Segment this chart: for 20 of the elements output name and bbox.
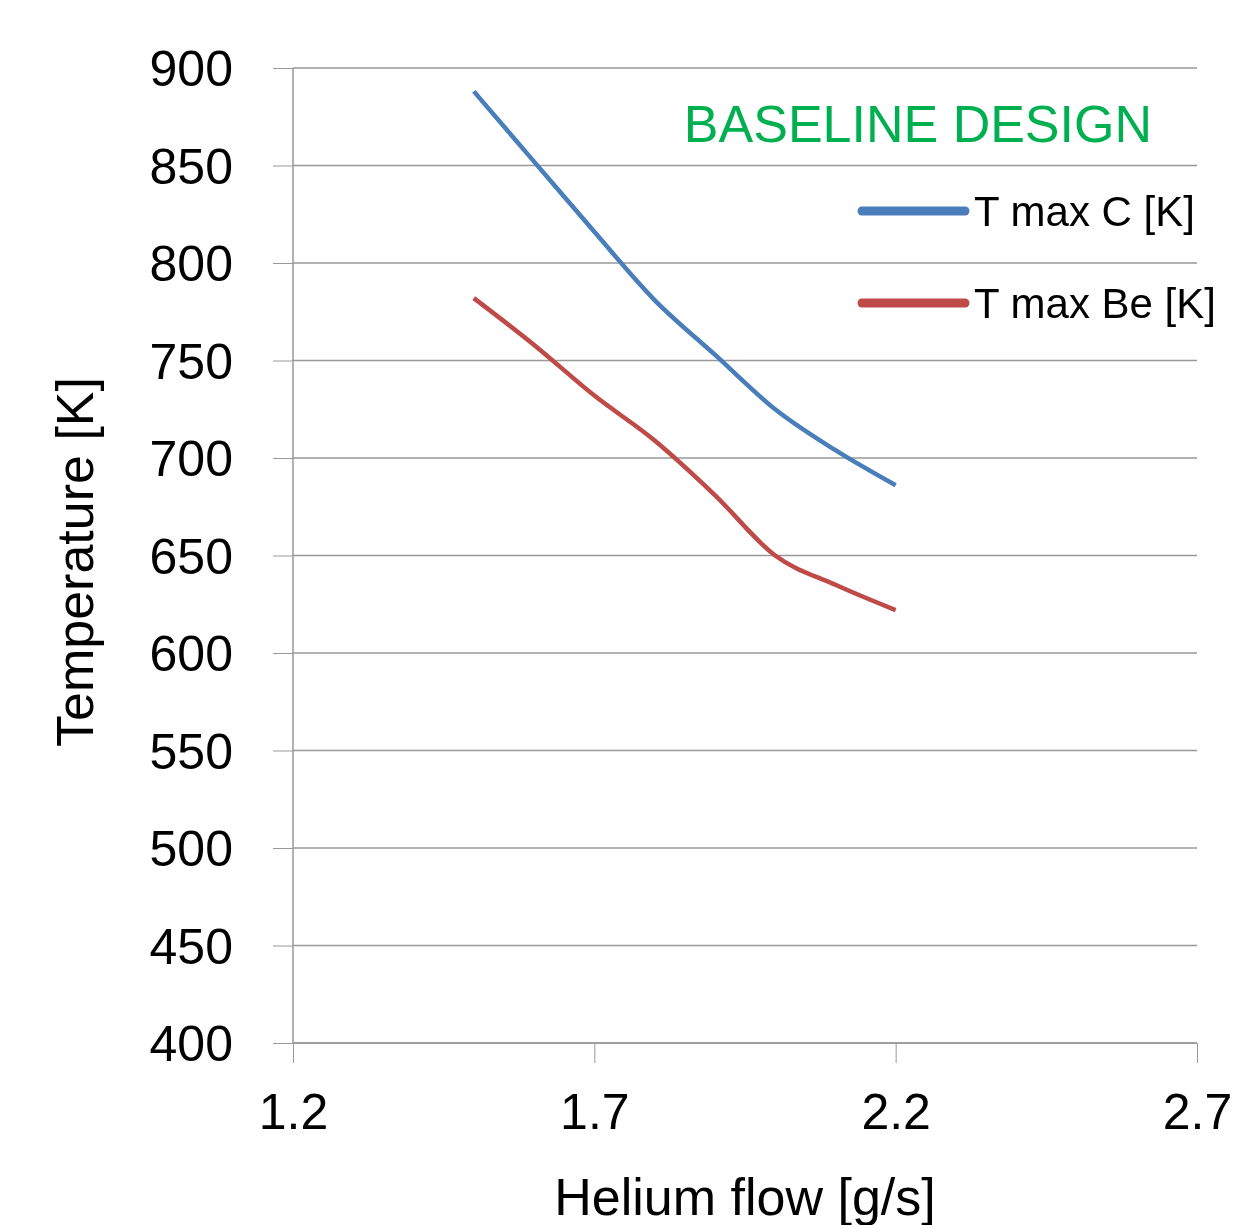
legend-label: T max Be [K] xyxy=(974,279,1216,327)
x-tick-label: 2.7 xyxy=(1162,1083,1233,1140)
x-tick-label: 2.2 xyxy=(861,1083,931,1140)
y-tick-label: 750 xyxy=(149,333,233,390)
y-tick-label: 850 xyxy=(149,138,233,195)
annotation: BASELINE DESIGN xyxy=(683,95,1152,153)
y-tick-label: 900 xyxy=(149,41,233,97)
x-tick-label: 1.7 xyxy=(560,1083,630,1140)
y-tick-label: 650 xyxy=(149,528,233,585)
y-tick-label: 800 xyxy=(149,236,233,292)
y-tick-label: 400 xyxy=(149,1016,233,1072)
y-tick-label: 600 xyxy=(149,626,233,682)
y-tick-label: 700 xyxy=(149,431,233,487)
y-axis-title: Temperature [K] xyxy=(46,377,104,747)
legend-label: T max C [K] xyxy=(974,187,1195,235)
y-tick-label: 550 xyxy=(149,723,233,780)
line-series xyxy=(471,295,898,613)
y-tick-label: 500 xyxy=(149,821,233,877)
y-tick-label: 450 xyxy=(149,918,233,975)
x-tick-label: 1.2 xyxy=(258,1083,329,1140)
